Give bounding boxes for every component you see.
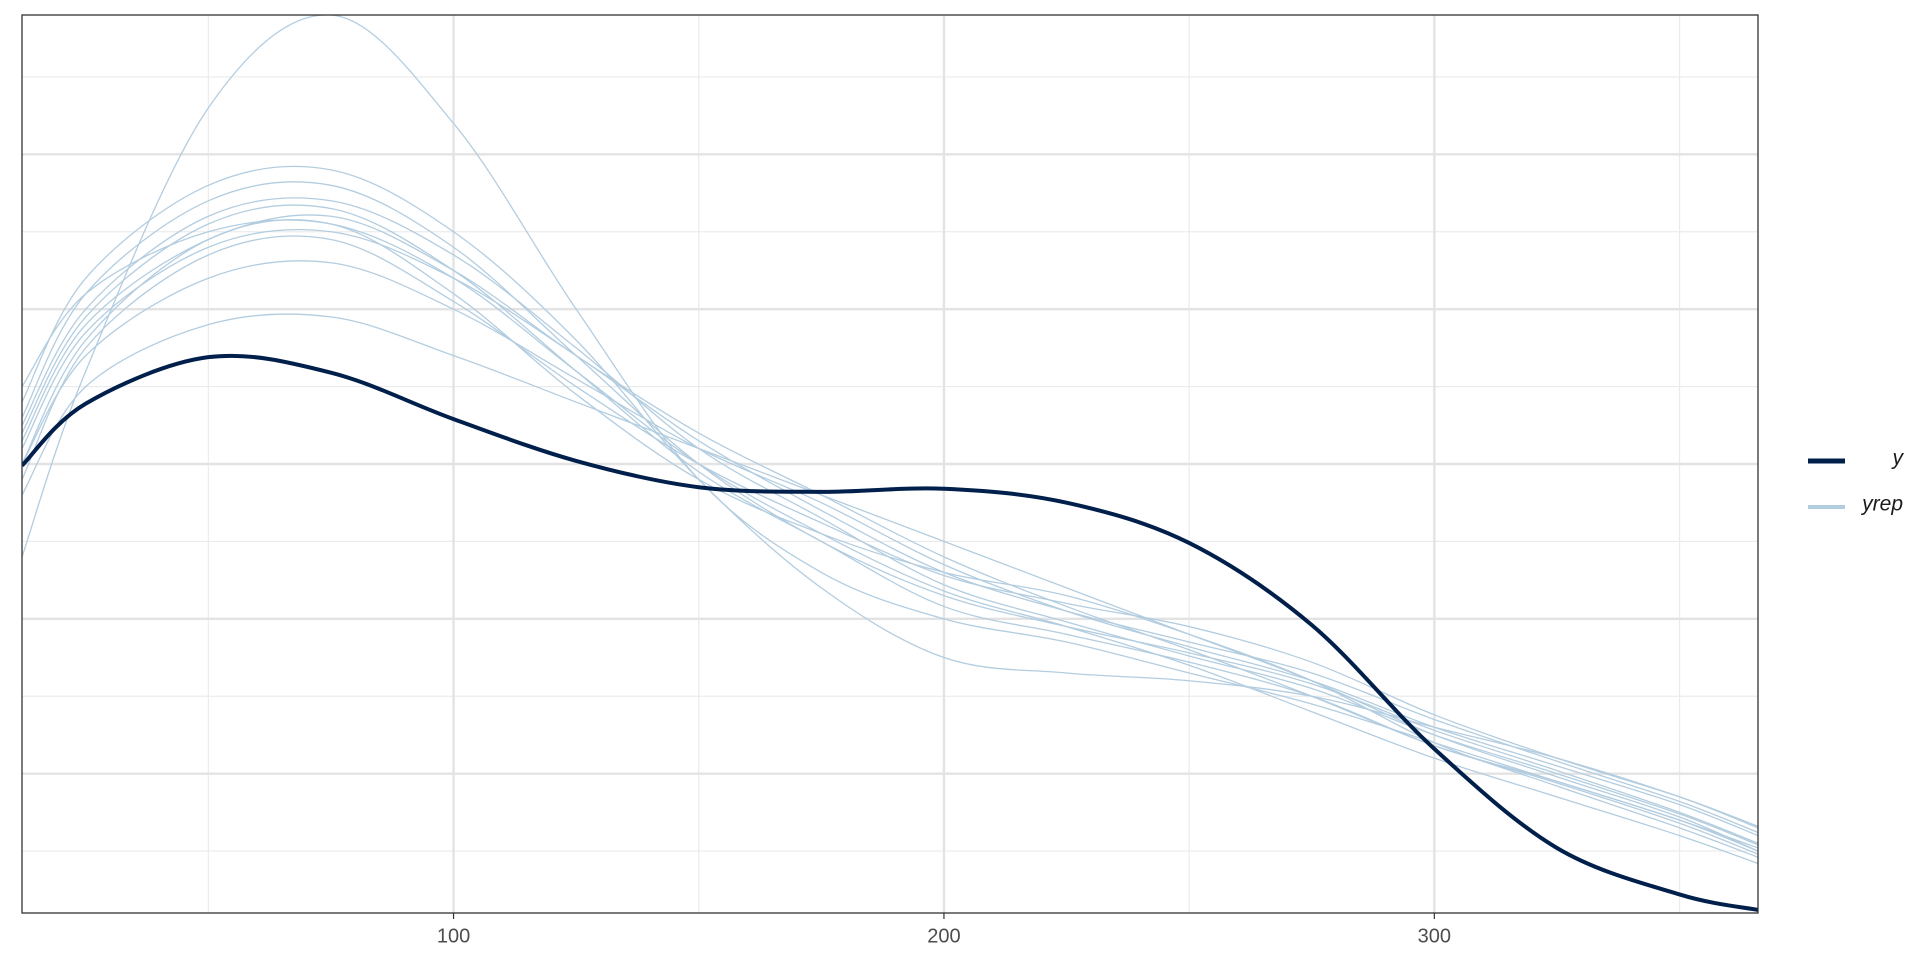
- replicate-line: [22, 165, 1758, 829]
- replicate-line: [22, 228, 1758, 834]
- plot-border: [21, 14, 1759, 914]
- replicate-line: [22, 15, 1758, 852]
- x-tick-label: 200: [927, 925, 960, 947]
- observed-line: [22, 353, 1758, 912]
- x-tick-label: 100: [437, 925, 470, 947]
- legend-label: y: [1891, 447, 1905, 470]
- replicate-line: [22, 214, 1758, 849]
- replicate-line: [22, 181, 1758, 844]
- x-tick-label: 300: [1418, 925, 1451, 947]
- legend-label: yrep: [1860, 493, 1903, 516]
- replicate-line: [22, 260, 1758, 837]
- replicate-line: [22, 235, 1758, 827]
- replicate-line: [22, 313, 1758, 852]
- replicate-line: [22, 197, 1758, 846]
